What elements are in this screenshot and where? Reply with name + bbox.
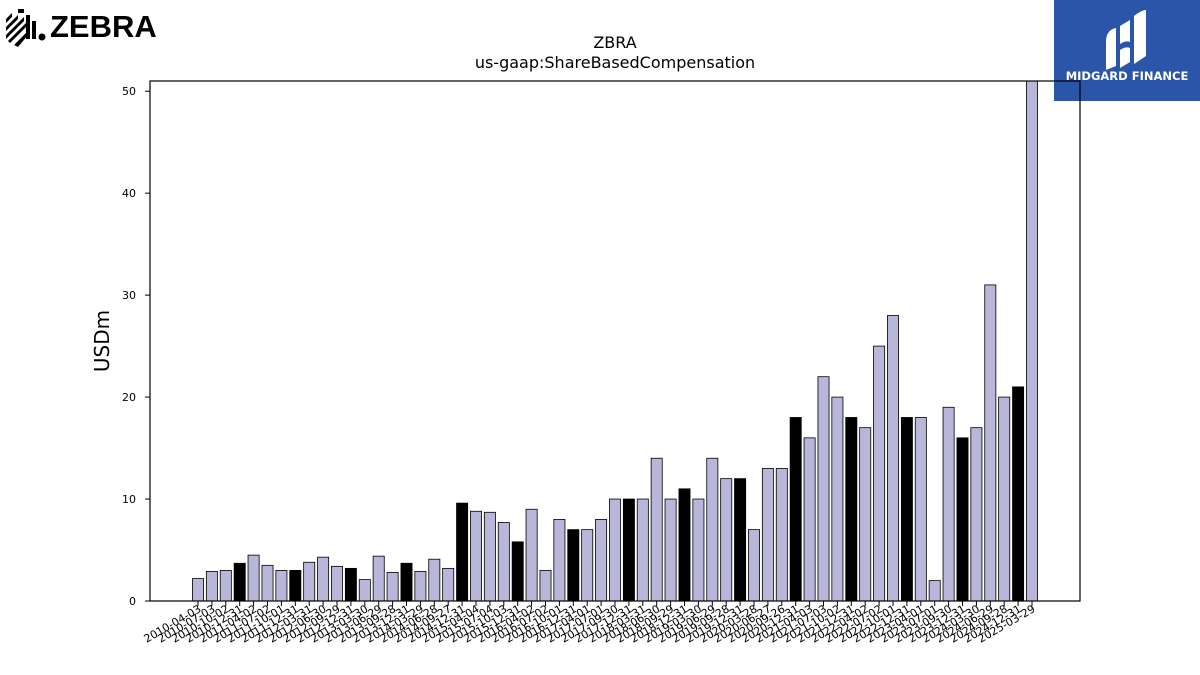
bar-2021-10-02 xyxy=(831,396,844,602)
bar-2018-09-29 xyxy=(664,498,677,602)
bar-2010-04-03 xyxy=(192,578,204,602)
bar-2016-10-01 xyxy=(553,519,566,602)
chart-title: ZBRA xyxy=(593,33,636,52)
bar-2013-03-30 xyxy=(358,579,371,602)
bar-2025-03-29 xyxy=(1026,80,1038,602)
bar-2022-07-02 xyxy=(873,345,886,602)
bar-2013-06-29 xyxy=(372,555,385,602)
bars-layer xyxy=(192,80,1038,602)
bar-2010-07-03 xyxy=(205,571,218,602)
x-axis: 2010-04-032010-07-032010-10-022010-12-31… xyxy=(142,601,1038,646)
logo-wordmark: ZEBRA xyxy=(50,9,157,44)
bar-2015-12-31 xyxy=(511,541,524,602)
bar-2015-07-04 xyxy=(483,511,496,602)
bar-2012-03-31 xyxy=(303,561,316,602)
bar-2024-09-28 xyxy=(998,396,1011,602)
bar-2023-07-01 xyxy=(928,580,941,602)
bar-2011-10-01 xyxy=(275,570,288,602)
bar-2017-09-30 xyxy=(609,498,621,602)
bar-2019-12-31 xyxy=(734,478,747,602)
y-tick-label: 0 xyxy=(129,595,136,608)
publisher-name: MIDGARD FINANCE xyxy=(1065,69,1189,83)
bar-2017-04-01 xyxy=(581,529,594,602)
chart-subtitle: us-gaap:ShareBasedCompensation xyxy=(475,53,755,72)
bar-2019-03-30 xyxy=(692,498,705,602)
y-tick-label: 10 xyxy=(122,493,136,506)
bar-2012-06-30 xyxy=(317,556,330,602)
bar-2012-12-31 xyxy=(344,567,357,602)
bar-2023-04-01 xyxy=(914,417,927,602)
bar-2020-09-26 xyxy=(775,468,788,602)
bar-2012-09-29 xyxy=(331,565,343,602)
bar-2023-12-31 xyxy=(956,437,969,602)
bar-2014-06-28 xyxy=(428,558,441,602)
bar-2021-04-03 xyxy=(803,437,816,602)
bar-2020-03-28 xyxy=(748,529,760,602)
plot-frame xyxy=(149,80,1081,602)
bar-2011-12-31 xyxy=(289,570,302,602)
bar-2020-06-27 xyxy=(761,468,774,602)
bar-2014-12-31 xyxy=(456,502,469,602)
bar-2018-12-31 xyxy=(678,488,691,602)
y-axis-title: USDm xyxy=(90,310,114,372)
bar-2022-12-31 xyxy=(900,417,913,602)
bar-2024-06-29 xyxy=(984,284,997,602)
bar-2016-07-02 xyxy=(539,570,552,602)
bar-2022-10-01 xyxy=(887,315,899,602)
bar-2016-12-31 xyxy=(567,529,580,602)
bar-2018-06-30 xyxy=(650,457,663,602)
bar-2013-09-28 xyxy=(386,572,399,602)
bar-2017-07-01 xyxy=(595,519,608,602)
zebra-head-logo-icon xyxy=(6,9,46,47)
y-tick-label: 30 xyxy=(122,289,136,302)
bar-2016-04-02 xyxy=(525,508,538,602)
bar-2010-10-02 xyxy=(219,570,232,602)
y-tick-label: 40 xyxy=(122,187,136,200)
bar-2015-04-04 xyxy=(470,510,482,602)
bar-2010-12-31 xyxy=(233,562,246,602)
bar-2024-03-30 xyxy=(970,427,983,602)
bar-2019-06-29 xyxy=(706,457,719,602)
bar-2023-09-30 xyxy=(942,406,955,602)
company-logo: ZEBRA xyxy=(4,4,157,50)
bar-2014-09-27 xyxy=(442,567,455,602)
bar-2018-03-31 xyxy=(636,498,649,602)
bar-2022-04-02 xyxy=(859,427,872,602)
bar-2021-12-31 xyxy=(845,417,858,602)
bar-2013-12-31 xyxy=(400,562,413,602)
y-tick-label: 50 xyxy=(122,85,136,98)
bar-2020-12-31 xyxy=(789,417,802,602)
bar-2021-07-03 xyxy=(817,376,830,602)
bar-2011-07-02 xyxy=(261,564,274,602)
y-axis: 0 10 20 30 40 50 xyxy=(122,85,150,608)
bar-2024-12-31 xyxy=(1012,386,1025,602)
midgard-mark-icon xyxy=(1106,10,1146,70)
bar-2011-04-02 xyxy=(247,554,260,602)
bar-2014-03-29 xyxy=(414,571,427,602)
y-tick-label: 20 xyxy=(122,391,136,404)
publisher-logo: MIDGARD FINANCE xyxy=(1054,0,1200,101)
bar-2015-10-03 xyxy=(497,522,510,602)
bar-2017-12-31 xyxy=(622,498,635,602)
bar-2019-09-28 xyxy=(720,478,733,602)
